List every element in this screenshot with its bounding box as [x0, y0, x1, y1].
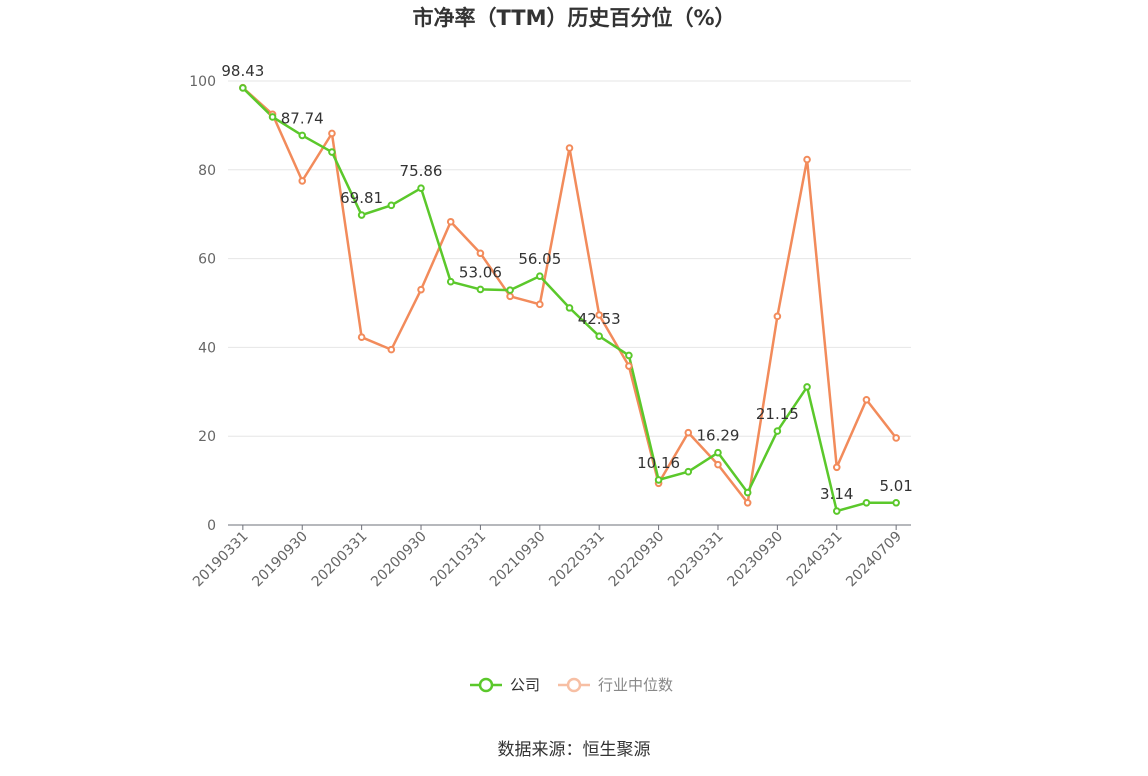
data-point-company [417, 184, 425, 192]
legend-label: 公司 [510, 676, 540, 694]
data-point-industry-median [625, 362, 633, 370]
data-label: 98.43 [221, 62, 264, 80]
data-label: 3.14 [820, 485, 853, 503]
data-point-industry-median [684, 428, 693, 437]
x-tick-label: 20220930 [606, 529, 668, 591]
data-point-industry-median [565, 144, 574, 152]
data-point-company [803, 383, 811, 391]
x-tick-label: 20200331 [309, 529, 371, 591]
series-points [239, 83, 900, 515]
y-tick-label: 60 [198, 252, 216, 268]
data-point-industry-median [476, 249, 485, 258]
data-point-industry-median [298, 177, 307, 185]
data-point-company [328, 148, 336, 156]
data-point-company [595, 332, 603, 340]
grid-lines [228, 80, 911, 437]
data-point-company [654, 476, 663, 484]
data-label: 42.53 [578, 310, 621, 328]
data-point-company [268, 113, 277, 121]
data-point-company [773, 427, 782, 435]
data-point-company [832, 507, 841, 515]
data-label: 10.16 [637, 454, 680, 472]
data-labels: 98.43 87.74 69.81 75.86 53.06 56.05 42.53 10.16… [221, 62, 912, 503]
data-label: 16.29 [697, 427, 740, 445]
data-point-company [743, 488, 752, 497]
data-point-industry-median [773, 312, 782, 321]
x-tick-label: 20220331 [546, 529, 608, 591]
chart-title: 市净率（TTM）历史百分位（%） [412, 6, 735, 30]
data-label: 21.15 [756, 405, 799, 423]
x-tick-label: 20190331 [190, 529, 252, 591]
data-point-industry-median [714, 460, 722, 469]
legend-label: 行业中位数 [598, 676, 673, 694]
data-point-company [446, 277, 455, 286]
legend: 公司 行业中位数 [470, 676, 673, 694]
y-tick-label: 0 [207, 518, 216, 534]
x-tick-label: 20190930 [249, 529, 311, 591]
legend-item-company[interactable]: 公司 [470, 676, 540, 694]
data-point-industry-median [536, 300, 544, 309]
data-point-industry-median [357, 333, 366, 341]
data-point-industry-median [892, 434, 900, 442]
data-point-company [714, 448, 722, 457]
data-point-company [536, 272, 544, 280]
data-point-industry-median [417, 285, 425, 294]
y-tick-label: 20 [198, 429, 216, 445]
x-tick-label: 20230930 [724, 529, 786, 591]
data-point-company [476, 285, 485, 294]
x-tick-label: 20210331 [428, 529, 490, 591]
x-tick-label: 20240709 [843, 529, 905, 591]
source-note: 数据来源：恒生聚源 [498, 740, 651, 760]
data-point-industry-median [506, 292, 514, 301]
data-point-company [892, 498, 900, 507]
x-axis: 2019033120190930202003312020093020210331… [190, 524, 911, 591]
data-point-industry-median [832, 463, 841, 472]
data-point-industry-median [328, 129, 336, 138]
data-label: 69.81 [340, 189, 383, 207]
data-point-company [565, 304, 574, 312]
data-point-industry-median [387, 345, 396, 354]
x-tick-label: 20200930 [368, 529, 430, 591]
data-point-industry-median [743, 499, 752, 507]
data-point-industry-median [595, 311, 603, 319]
data-point-company [298, 131, 307, 140]
data-point-company [357, 211, 366, 219]
x-tick-label: 20230331 [665, 529, 727, 591]
legend-item-industry-median[interactable]: 行业中位数 [558, 676, 673, 694]
data-point-industry-median [446, 217, 455, 226]
y-tick-label: 80 [198, 163, 216, 179]
data-label: 53.06 [459, 263, 502, 281]
x-tick-label: 20240331 [784, 529, 846, 591]
data-point-company [387, 201, 396, 210]
data-label: 87.74 [281, 109, 324, 127]
y-axis-ticks: 0 20 40 60 80 100 [189, 74, 216, 534]
legend-marker [478, 677, 494, 693]
data-point-company [506, 286, 514, 294]
data-label: 56.05 [518, 250, 561, 268]
data-point-company [239, 84, 247, 92]
data-point-industry-median [803, 155, 811, 164]
data-point-company [862, 499, 871, 507]
x-tick-label: 20210930 [487, 529, 549, 591]
data-point-industry-median [862, 395, 871, 404]
data-point-company [625, 351, 633, 360]
data-label: 75.86 [400, 162, 443, 180]
legend-marker [566, 677, 582, 693]
y-tick-label: 100 [189, 74, 216, 90]
y-tick-label: 40 [198, 340, 216, 356]
data-label: 5.01 [879, 477, 912, 495]
data-point-company [684, 467, 693, 476]
